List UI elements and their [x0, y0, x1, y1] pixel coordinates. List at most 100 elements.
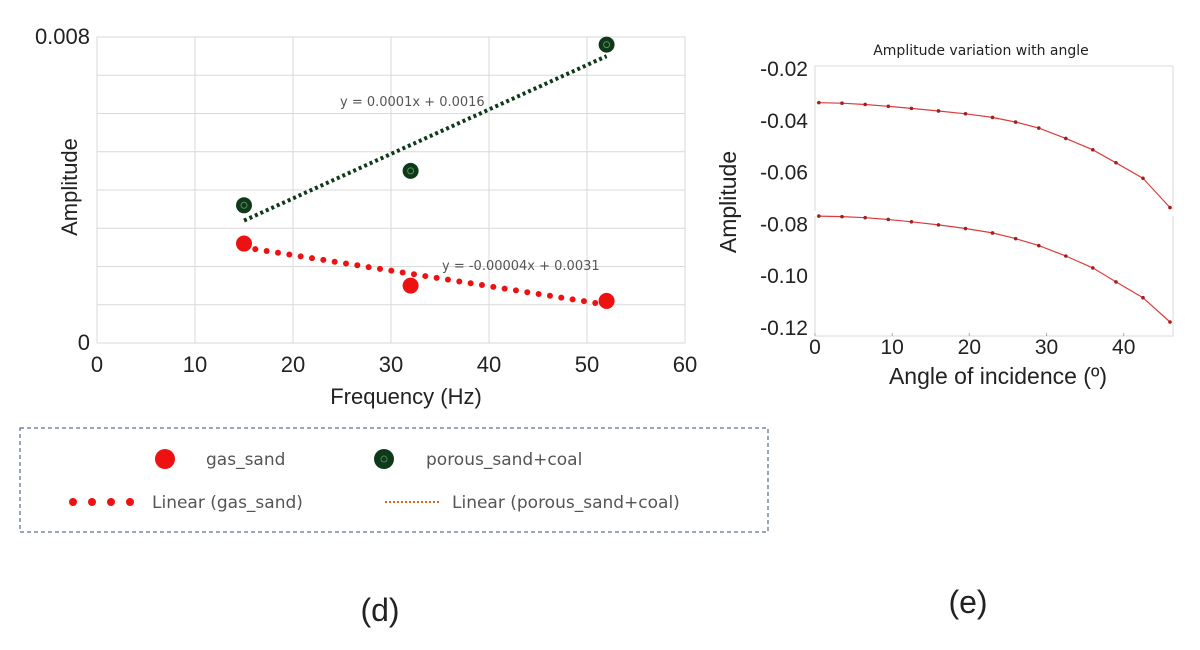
panel-e-series-point	[886, 104, 891, 109]
point-gas-sand	[402, 277, 419, 294]
panel-e-y-tick-label: -0.06	[760, 162, 808, 185]
trendline-gas-sand-dot	[490, 283, 497, 290]
trendline-gas-sand-dot	[444, 276, 451, 283]
panel-e-series-point	[1141, 295, 1145, 300]
panel-d-x-tick-label: 0	[91, 352, 103, 377]
trendline-gas-sand-dot	[388, 267, 395, 274]
panel-e-series-point	[1013, 120, 1018, 124]
panel-d-x-tick-label: 50	[575, 352, 599, 377]
point-gas-sand	[598, 292, 615, 309]
point-porous-sand-coal-inner	[603, 41, 611, 49]
trendline-equation-porous: y = 0.0001x + 0.0016	[340, 95, 485, 110]
legend-label-gas-sand: gas_sand	[206, 450, 285, 470]
panel-e-x-tick-label: 10	[880, 336, 903, 359]
trendline-gas-sand-dot	[546, 292, 553, 299]
legend-marker-gas-sand	[155, 449, 175, 469]
panel-e-series-point	[840, 101, 844, 105]
panel-e-x-tick-label: 20	[958, 336, 981, 359]
trendline-gas-sand-dot	[308, 255, 315, 262]
panel-e-series-point	[936, 109, 941, 113]
trendline-gas-sand-dot	[569, 296, 576, 303]
legend-marker-porous-inner	[380, 455, 388, 463]
panel-d-y-tick-label: 0.008	[35, 24, 90, 49]
point-gas-sand	[236, 235, 252, 252]
panel-e-series-point	[1091, 148, 1095, 152]
panel-e-series-point	[1114, 280, 1118, 284]
trendline-gas-sand-dot	[286, 251, 293, 258]
panel-e-x-ticks: 0 10 20 30 40	[809, 333, 1135, 359]
trendline-gas-sand-dot	[512, 287, 519, 294]
legend-marker-porous-sand-coal	[374, 449, 394, 469]
trendline-gas-sand-dot	[422, 273, 429, 280]
panel-e-lines	[817, 100, 1172, 324]
panel-d-trendlines	[241, 54, 610, 308]
panel-e-title: Amplitude variation with angle	[873, 43, 1089, 59]
panel-e-series-point	[1013, 236, 1018, 241]
point-porous-sand-coal	[598, 36, 615, 53]
panel-e-series-point	[863, 102, 867, 107]
trendline-gas-sand-dot	[501, 285, 508, 292]
legend-label-linear-gas-sand: Linear (gas_sand)	[152, 493, 303, 513]
panel-e-y-tick-label: -0.10	[760, 265, 808, 288]
panel-e-series-point	[963, 112, 968, 116]
panel-e-plot-area	[814, 65, 1174, 337]
panel-e-series-point	[817, 100, 821, 105]
panel-e-series-point	[1064, 136, 1068, 141]
panel-e-series-point	[909, 220, 914, 224]
panel-e-series-point	[990, 115, 995, 120]
panel-e-series-point	[963, 226, 968, 231]
panel-d-y-axis-title: Amplitude	[57, 138, 82, 236]
panel-e-series-point	[817, 214, 821, 218]
trendline-gas-sand-dot	[354, 262, 361, 269]
panel-d-chart: 0 10 20 30 40 50 60 0 0.008 y = 0.0001x + 0.001…	[19, 24, 769, 628]
panel-e-y-tick-label: -0.02	[760, 58, 808, 81]
panel-e-series-point	[1037, 243, 1041, 248]
panel-e-series-point	[1168, 205, 1172, 210]
trendline-gas-sand-dot	[331, 258, 338, 265]
panel-e-series-point	[1091, 266, 1095, 270]
panel-d-legend	[19, 427, 769, 533]
point-porous-sand-coal-inner	[407, 167, 415, 175]
panel-d-x-tick-label: 20	[281, 352, 305, 377]
trendline-gas-sand-dot	[467, 280, 474, 287]
panel-d-y-tick-label: 0	[78, 330, 90, 355]
trendline-gas-sand-dot	[524, 289, 531, 296]
trendline-gas-sand-dot	[410, 271, 417, 278]
panel-e-x-tick-label: 40	[1112, 336, 1135, 359]
panel-d-points	[236, 36, 615, 309]
panel-e-y-tick-label: -0.08	[760, 213, 808, 236]
panel-e-y-axis-title: Amplitude	[715, 151, 741, 253]
trendline-gas-sand-dot	[558, 294, 565, 301]
trendline-equation-gas: y = -0.00004x + 0.0031	[442, 259, 600, 274]
panel-d-x-ticks: 0 10 20 30 40 50 60	[91, 352, 697, 377]
panel-d-x-tick-label: 30	[379, 352, 403, 377]
trendline-gas-sand-dot	[535, 290, 542, 297]
panel-e-series-point	[936, 223, 941, 227]
panel-e-y-ticks: -0.02 -0.04 -0.06 -0.08 -0.10 -0.12	[760, 58, 808, 340]
trendline-gas-sand-dot	[592, 299, 599, 306]
panel-e-frame-gap	[812, 211, 1176, 216]
panel-d-x-axis-title: Frequency (Hz)	[330, 384, 482, 409]
trendline-gas-sand-dot	[252, 246, 259, 253]
panel-e-y-tick-label: -0.04	[760, 110, 808, 133]
panel-e-series-point	[990, 231, 995, 235]
trendline-gas-sand-dot	[399, 269, 406, 276]
trendline-porous-sand-coal	[243, 54, 608, 223]
panel-e-x-tick-label: 30	[1035, 336, 1058, 359]
trendline-gas-sand-dot	[320, 256, 327, 263]
point-porous-sand-coal	[402, 162, 419, 179]
panel-e-series-point	[863, 215, 867, 220]
panel-d-x-tick-label: 40	[477, 352, 501, 377]
panel-d-x-tick-label: 60	[673, 352, 697, 377]
panel-e-chart: 0 10 20 30 40 -0.02 -0.04 -0.06 -0.08 -0.10 -0.12…	[715, 43, 1176, 620]
legend-marker-linear-gas-sand	[69, 498, 134, 506]
point-porous-sand-coal-inner	[240, 201, 248, 209]
panel-e-series-point	[840, 214, 844, 219]
legend-label-porous-sand-coal: porous_sand+coal	[426, 450, 582, 470]
panel-e-series-point	[1141, 176, 1145, 181]
panel-e-series-point	[1114, 160, 1118, 165]
trendline-gas-sand-dot	[263, 247, 270, 254]
panel-e-series-point	[909, 106, 914, 111]
panel-d-y-ticks: 0 0.008	[35, 24, 90, 355]
